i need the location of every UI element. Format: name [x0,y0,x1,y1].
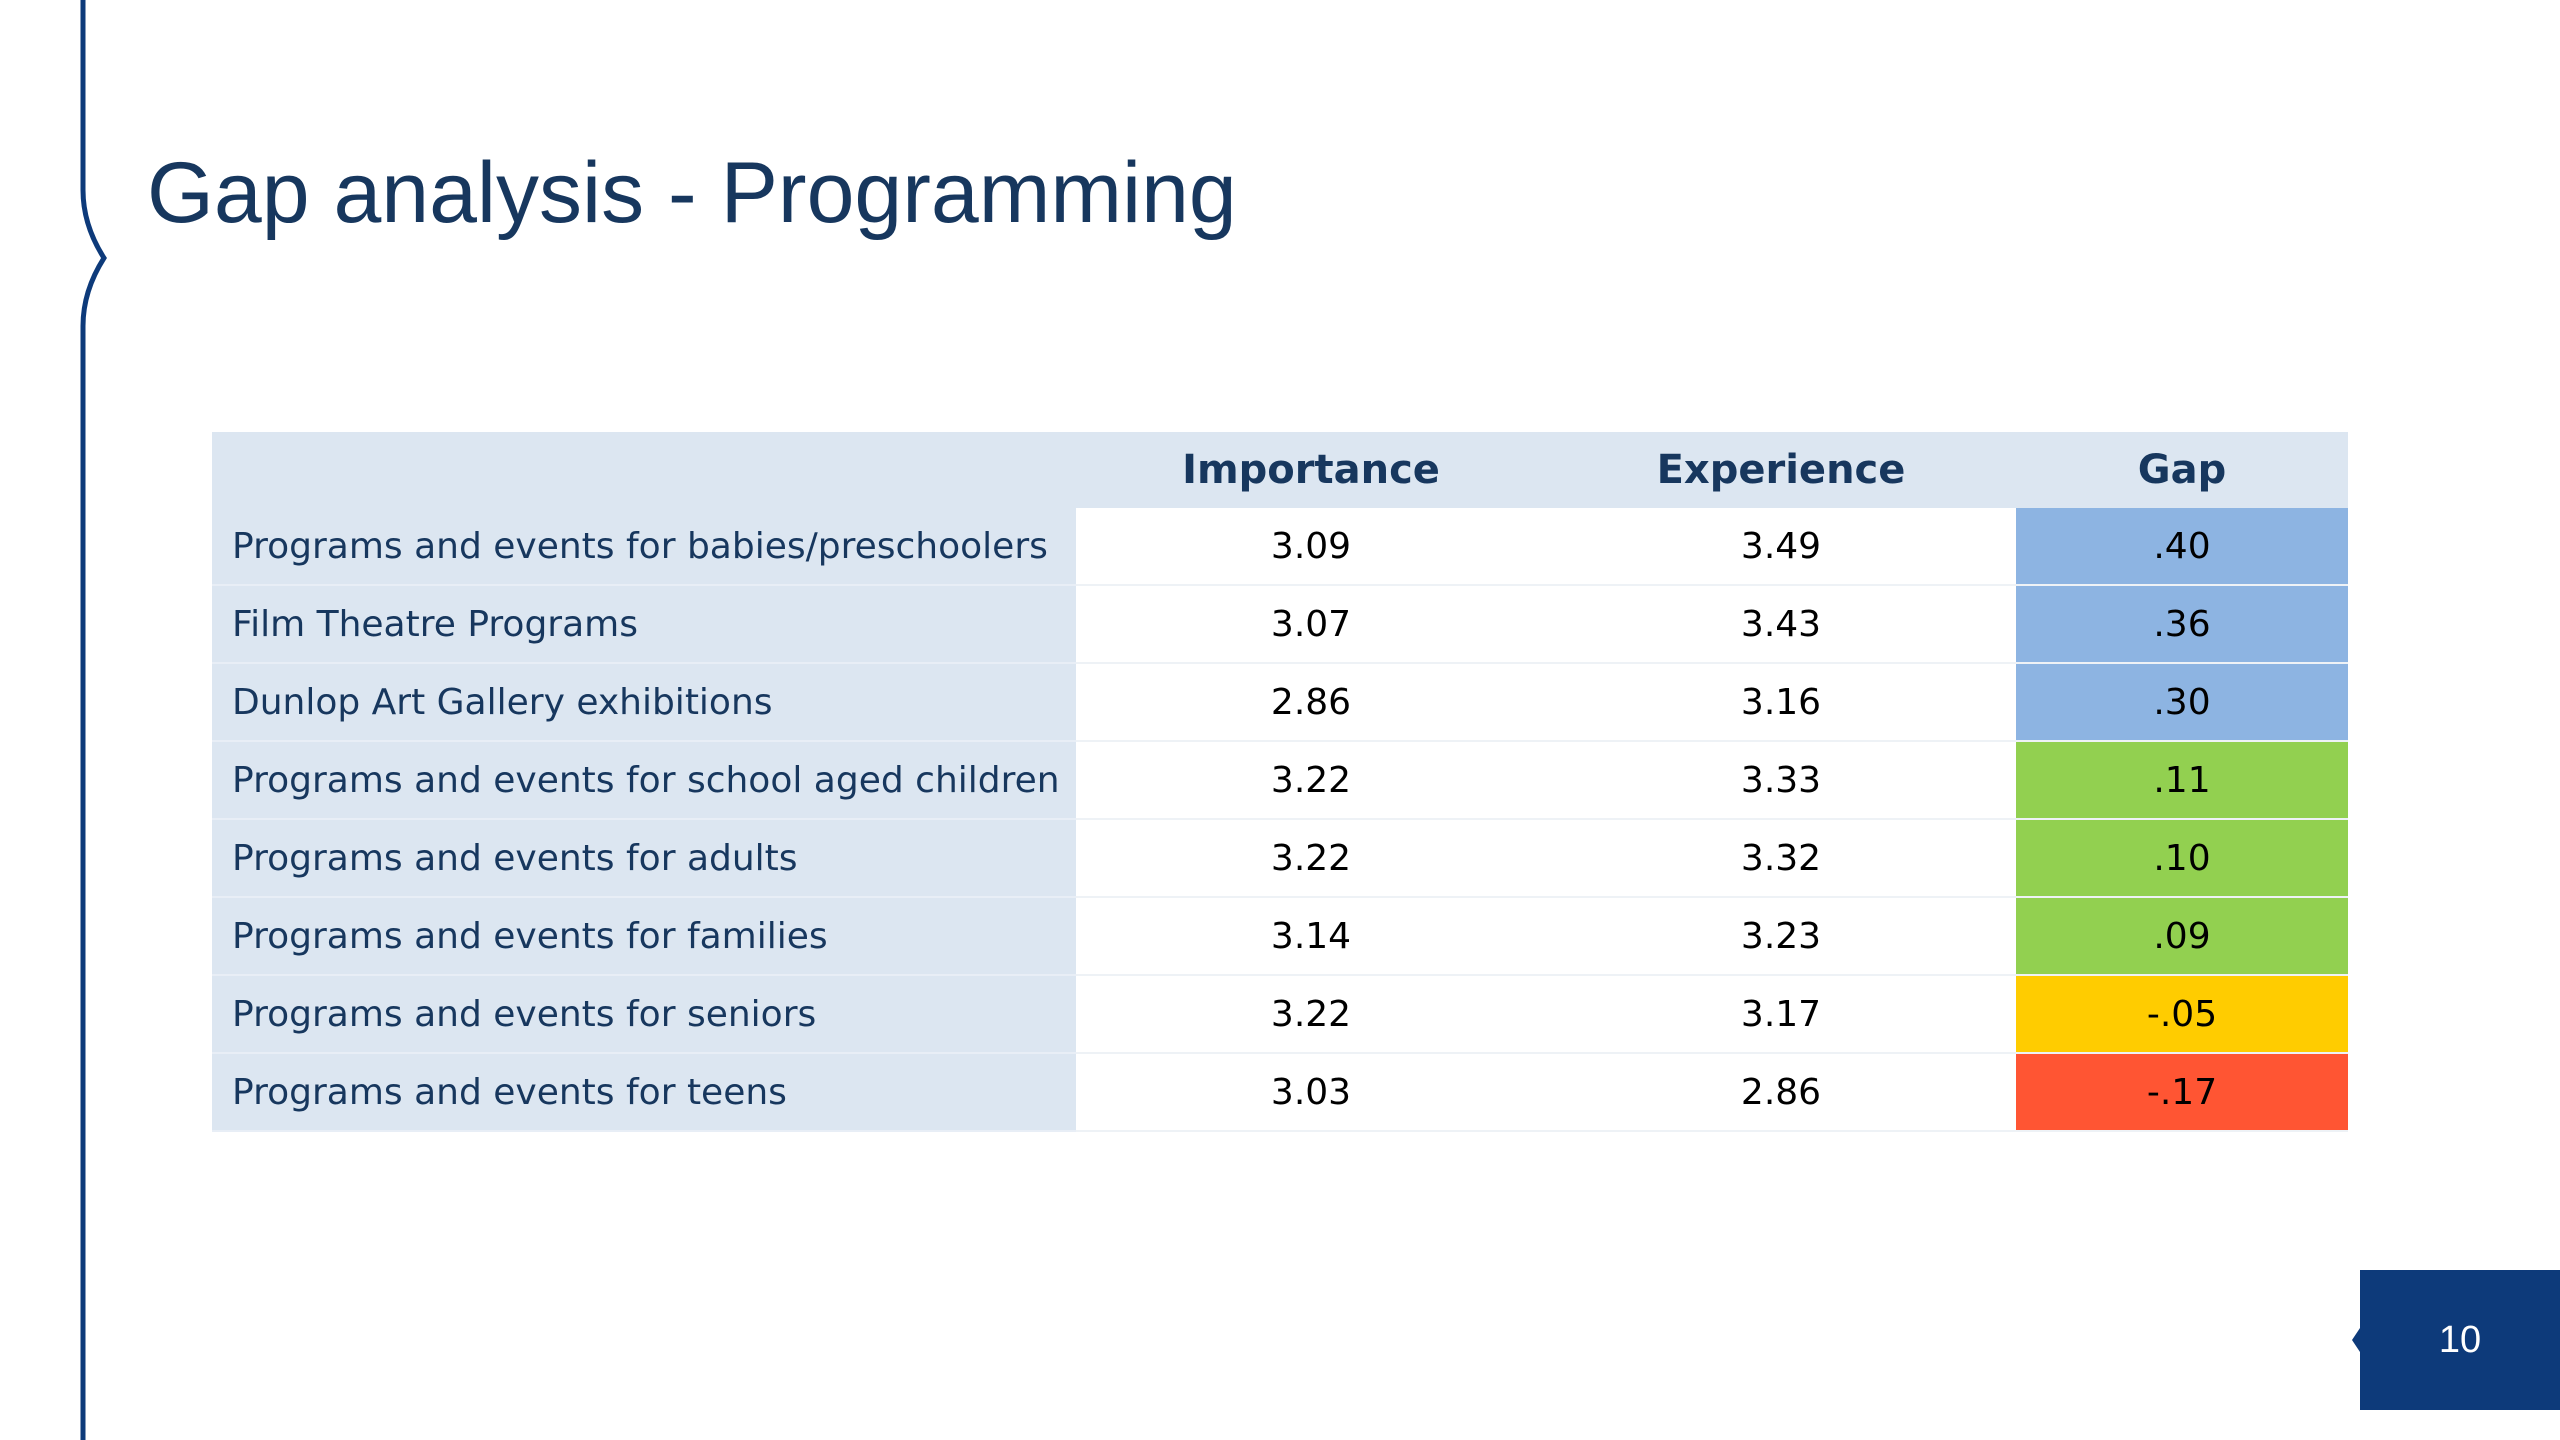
table-row: Programs and events for seniors 3.22 3.1… [212,975,2348,1054]
header-importance: Importance [1076,432,1546,508]
importance-value: 3.22 [1076,975,1546,1054]
experience-value: 3.17 [1546,975,2016,1054]
row-label: Dunlop Art Gallery exhibitions [212,663,1076,742]
row-label: Programs and events for adults [212,819,1076,898]
gap-analysis-table: Importance Experience Gap Programs and e… [212,432,2348,1132]
experience-value: 3.33 [1546,741,2016,820]
gap-value: .10 [2016,819,2348,898]
table-row: Dunlop Art Gallery exhibitions 2.86 3.16… [212,663,2348,742]
bracket-decoration [80,0,107,1440]
header-experience: Experience [1546,432,2016,508]
importance-value: 3.14 [1076,897,1546,976]
row-label: Programs and events for babies/preschool… [212,508,1076,586]
importance-value: 3.03 [1076,1053,1546,1132]
importance-value: 3.09 [1076,508,1546,586]
gap-value: .30 [2016,663,2348,742]
experience-value: 3.43 [1546,585,2016,664]
gap-value: .40 [2016,508,2348,586]
page-number: 10 [2438,1319,2482,1361]
row-label: Programs and events for seniors [212,975,1076,1054]
gap-value: .36 [2016,585,2348,664]
gap-value: .09 [2016,897,2348,976]
page-number-badge: 10 [2352,1270,2560,1410]
experience-value: 3.49 [1546,508,2016,586]
table-row: Film Theatre Programs 3.07 3.43 .36 [212,585,2348,664]
slide-title: Gap analysis - Programming [147,145,1237,241]
gap-value: -.17 [2016,1053,2348,1132]
header-gap: Gap [2016,432,2348,508]
page-badge-shape [2352,1270,2560,1410]
experience-value: 3.23 [1546,897,2016,976]
row-label: Programs and events for teens [212,1053,1076,1132]
gap-value: -.05 [2016,975,2348,1054]
importance-value: 2.86 [1076,663,1546,742]
table-row: Programs and events for school aged chil… [212,741,2348,820]
experience-value: 3.32 [1546,819,2016,898]
experience-value: 3.16 [1546,663,2016,742]
table-row: Programs and events for adults 3.22 3.32… [212,819,2348,898]
header-label-column [212,432,1076,508]
importance-value: 3.22 [1076,741,1546,820]
row-label: Programs and events for school aged chil… [212,741,1076,820]
row-label: Film Theatre Programs [212,585,1076,664]
importance-value: 3.07 [1076,585,1546,664]
table-row: Programs and events for teens 3.03 2.86 … [212,1053,2348,1132]
table-row: Programs and events for families 3.14 3.… [212,897,2348,976]
experience-value: 2.86 [1546,1053,2016,1132]
gap-value: .11 [2016,741,2348,820]
importance-value: 3.22 [1076,819,1546,898]
table-header-row: Importance Experience Gap [212,432,2348,508]
row-label: Programs and events for families [212,897,1076,976]
table-row: Programs and events for babies/preschool… [212,508,2348,586]
